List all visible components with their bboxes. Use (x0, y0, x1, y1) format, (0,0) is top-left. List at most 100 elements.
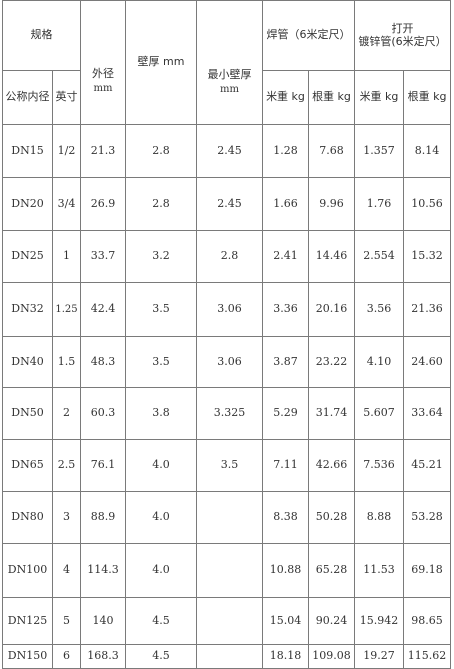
cell-galv-per-meter: 5.607 (354, 387, 404, 440)
cell-inch: 6 (52, 644, 81, 669)
cell-weld-per-piece: 7.68 (308, 124, 355, 178)
cell-weld-per-meter: 2.41 (262, 230, 309, 283)
cell-od: 140 (80, 597, 126, 645)
table-row: DN25 1 33.7 3.2 2.8 2.41 14.46 2.554 15.… (2, 230, 452, 283)
cell-inch: 1 (52, 230, 81, 283)
cell-weld-per-meter: 3.36 (262, 282, 309, 337)
cell-galv-per-meter: 4.10 (354, 336, 404, 388)
header-welded-per-meter: 米重 kg (262, 70, 309, 125)
cell-weld-per-piece: 14.46 (308, 230, 355, 283)
cell-galv-per-piece: 53.28 (402, 491, 452, 544)
cell-min-wall (196, 491, 263, 544)
cell-weld-per-piece: 42.66 (308, 439, 355, 492)
cell-weld-per-meter: 8.38 (262, 491, 309, 544)
table-row: DN150 6 168.3 4.5 18.18 109.08 19.27 115… (2, 644, 452, 669)
cell-min-wall: 2.45 (196, 177, 263, 231)
cell-dn: DN32 (2, 282, 53, 337)
cell-weld-per-piece: 109.08 (308, 644, 355, 669)
cell-wall: 4.0 (125, 491, 197, 544)
header-min-wall-label: 最小壁厚 (207, 68, 252, 82)
cell-od: 21.3 (80, 124, 126, 178)
table-row: DN80 3 88.9 4.0 8.38 50.28 8.88 53.28 (2, 491, 452, 544)
cell-weld-per-meter: 18.18 (262, 644, 309, 669)
cell-inch: 1.25 (52, 282, 81, 337)
cell-galv-per-meter: 15.942 (354, 597, 404, 645)
cell-weld-per-piece: 50.28 (308, 491, 355, 544)
cell-wall: 3.2 (125, 230, 197, 283)
cell-inch: 1.5 (52, 336, 81, 388)
cell-wall: 4.0 (125, 543, 197, 598)
header-galv-per-piece: 根重 kg (402, 70, 452, 125)
cell-galv-per-meter: 8.88 (354, 491, 404, 544)
cell-min-wall: 3.5 (196, 439, 263, 492)
header-galv-per-meter: 米重 kg (354, 70, 404, 125)
table-row: DN100 4 114.3 4.0 10.88 65.28 11.53 69.1… (2, 543, 452, 598)
cell-dn: DN150 (2, 644, 53, 669)
cell-dn: DN100 (2, 543, 53, 598)
cell-dn: DN65 (2, 439, 53, 492)
cell-dn: DN40 (2, 336, 53, 388)
cell-weld-per-meter: 15.04 (262, 597, 309, 645)
cell-inch: 5 (52, 597, 81, 645)
cell-min-wall (196, 597, 263, 645)
cell-inch: 3 (52, 491, 81, 544)
cell-min-wall (196, 543, 263, 598)
cell-dn: DN20 (2, 177, 53, 231)
cell-wall: 2.8 (125, 124, 197, 178)
cell-od: 76.1 (80, 439, 126, 492)
header-welded-per-piece: 根重 kg (308, 70, 355, 125)
cell-galv-per-piece: 33.64 (402, 387, 452, 440)
cell-weld-per-piece: 20.16 (308, 282, 355, 337)
cell-weld-per-meter: 1.66 (262, 177, 309, 231)
cell-inch: 4 (52, 543, 81, 598)
cell-od: 26.9 (80, 177, 126, 231)
header-galvanized-label: 镀锌管(6米定尺） (358, 34, 447, 48)
cell-od: 42.4 (80, 282, 126, 337)
cell-weld-per-meter: 7.11 (262, 439, 309, 492)
cell-dn: DN125 (2, 597, 53, 645)
cell-weld-per-meter: 10.88 (262, 543, 309, 598)
cell-galv-per-piece: 10.56 (402, 177, 452, 231)
cell-od: 88.9 (80, 491, 126, 544)
table-row: DN20 3/4 26.9 2.8 2.45 1.66 9.96 1.76 10… (2, 177, 452, 231)
cell-galv-per-meter: 1.76 (354, 177, 404, 231)
cell-weld-per-piece: 65.28 (308, 543, 355, 598)
cell-inch: 3/4 (52, 177, 81, 231)
cell-wall: 4.5 (125, 597, 197, 645)
cell-galv-per-piece: 15.32 (402, 230, 452, 283)
cell-galv-per-piece: 45.21 (402, 439, 452, 492)
cell-wall: 3.5 (125, 282, 197, 337)
cell-min-wall: 2.45 (196, 124, 263, 178)
cell-galv-per-piece: 24.60 (402, 336, 452, 388)
cell-min-wall: 3.325 (196, 387, 263, 440)
cell-inch: 2 (52, 387, 81, 440)
table-row: DN32 1.25 42.4 3.5 3.06 3.36 20.16 3.56 … (2, 282, 452, 337)
cell-galv-per-meter: 3.56 (354, 282, 404, 337)
cell-weld-per-piece: 9.96 (308, 177, 355, 231)
cell-od: 33.7 (80, 230, 126, 283)
cell-galv-per-meter: 2.554 (354, 230, 404, 283)
cell-dn: DN15 (2, 124, 53, 178)
table-row: DN65 2.5 76.1 4.0 3.5 7.11 42.66 7.536 4… (2, 439, 452, 492)
header-outer-diameter: 外径 mm (80, 0, 126, 125)
header-min-wall-thickness: 最小壁厚 mm (196, 0, 263, 125)
header-wall-thickness: 壁厚 mm (125, 0, 197, 125)
header-row-1: 规格 外径 mm 壁厚 mm 最小壁厚 mm 焊管（6米定尺） 打开 镀锌管(6… (2, 0, 452, 125)
header-spec: 规格 (2, 0, 81, 71)
header-outer-diameter-label: 外径 (92, 67, 114, 81)
header-outer-diameter-unit: mm (93, 83, 113, 95)
header-row-2: 公称内径 英寸 米重 kg 根重 kg 米重 kg 根重 kg (2, 70, 452, 125)
cell-wall: 3.8 (125, 387, 197, 440)
cell-galv-per-piece: 21.36 (402, 282, 452, 337)
cell-min-wall (196, 644, 263, 669)
header-galvanized-prefix: 打开 (391, 21, 414, 35)
cell-inch: 1/2 (52, 124, 81, 178)
header-welded-pipe: 焊管（6米定尺） (262, 0, 355, 71)
cell-dn: DN80 (2, 491, 53, 544)
cell-wall: 3.5 (125, 336, 197, 388)
cell-galv-per-piece: 115.62 (402, 644, 452, 669)
cell-wall: 4.0 (125, 439, 197, 492)
header-inch: 英寸 (52, 70, 81, 125)
cell-od: 114.3 (80, 543, 126, 598)
cell-min-wall: 3.06 (196, 336, 263, 388)
